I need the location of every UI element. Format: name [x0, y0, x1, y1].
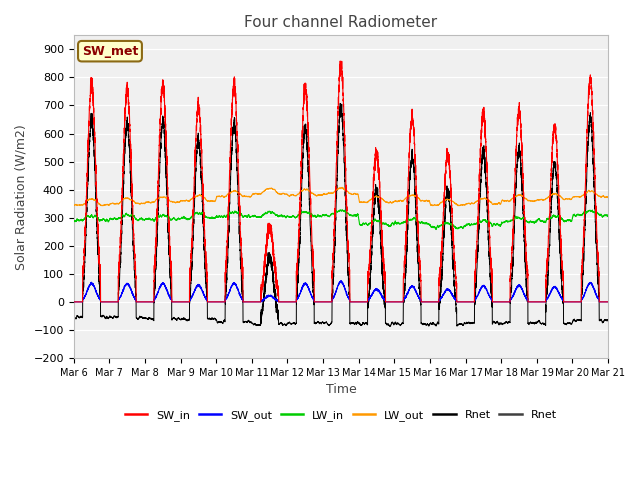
Title: Four channel Radiometer: Four channel Radiometer	[244, 15, 438, 30]
Y-axis label: Solar Radiation (W/m2): Solar Radiation (W/m2)	[15, 124, 28, 270]
X-axis label: Time: Time	[326, 383, 356, 396]
Legend: SW_in, SW_out, LW_in, LW_out, Rnet, Rnet: SW_in, SW_out, LW_in, LW_out, Rnet, Rnet	[120, 406, 561, 425]
Text: SW_met: SW_met	[82, 45, 138, 58]
